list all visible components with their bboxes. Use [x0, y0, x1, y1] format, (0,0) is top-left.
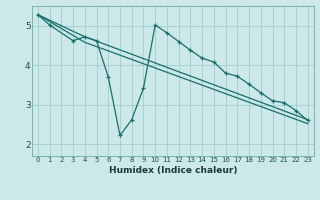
X-axis label: Humidex (Indice chaleur): Humidex (Indice chaleur) [108, 166, 237, 175]
